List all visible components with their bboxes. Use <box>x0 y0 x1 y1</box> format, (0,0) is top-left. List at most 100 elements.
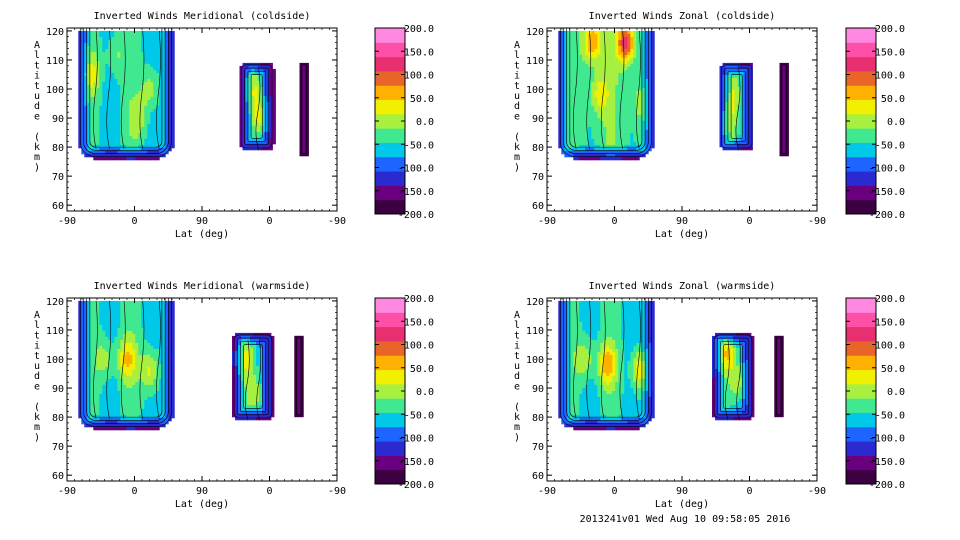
field-cell <box>782 77 786 82</box>
field-cell <box>588 129 592 134</box>
field-cell <box>108 129 112 134</box>
field-cell <box>633 141 637 146</box>
field-cell <box>567 93 571 98</box>
field-cell <box>588 81 592 86</box>
field-cell <box>114 384 118 389</box>
field-cell <box>168 87 172 92</box>
field-cell <box>102 312 106 317</box>
field-cell <box>99 408 103 413</box>
field-cell <box>627 84 631 89</box>
field-cell <box>564 45 568 50</box>
field-cell <box>99 426 103 431</box>
field-cell <box>144 318 148 323</box>
field-cell <box>126 300 130 305</box>
field-cell <box>245 104 249 109</box>
field-cell <box>615 126 619 131</box>
field-cell <box>582 138 586 143</box>
field-cell <box>609 114 613 119</box>
field-cell <box>245 98 249 103</box>
field-cell <box>135 150 139 155</box>
field-cell <box>114 318 118 323</box>
field-cell <box>266 110 270 115</box>
field-cell <box>129 426 133 431</box>
field-cell <box>612 123 616 128</box>
field-cell <box>263 116 267 121</box>
field-cell <box>746 71 750 76</box>
field-cell <box>591 54 595 59</box>
field-cell <box>135 381 139 386</box>
field-cell <box>111 381 115 386</box>
field-cell <box>597 156 601 161</box>
field-cell <box>585 30 589 35</box>
field-cell <box>627 111 631 116</box>
field-cell <box>111 309 115 314</box>
field-cell <box>102 132 106 137</box>
field-cell <box>87 420 91 425</box>
field-cell <box>561 105 565 110</box>
field-cell <box>582 105 586 110</box>
field-cell <box>129 132 133 137</box>
field-cell <box>108 117 112 122</box>
field-cell <box>150 69 154 74</box>
field-cell <box>591 111 595 116</box>
field-cell <box>117 108 121 113</box>
field-cell <box>734 113 738 118</box>
field-cell <box>84 135 88 140</box>
field-cell <box>87 411 91 416</box>
field-cell <box>588 63 592 68</box>
field-cell <box>639 153 643 158</box>
field-cell <box>126 306 130 311</box>
field-cell <box>120 333 124 338</box>
field-cell <box>722 110 726 115</box>
field-cell <box>114 144 118 149</box>
field-cell <box>126 405 130 410</box>
field-cell <box>138 132 142 137</box>
field-cell <box>627 75 631 80</box>
field-cell <box>612 87 616 92</box>
field-cell <box>737 86 741 91</box>
field-cell <box>135 420 139 425</box>
field-cell <box>248 65 252 70</box>
field-cell <box>621 156 625 161</box>
field-cell <box>141 135 145 140</box>
field-cell <box>153 138 157 143</box>
field-cell <box>123 147 127 152</box>
field-cell <box>651 66 655 71</box>
colorbar-swatch <box>846 128 876 143</box>
contour-line <box>241 64 273 149</box>
field-cell <box>171 102 175 107</box>
field-cell <box>141 144 145 149</box>
field-cell <box>126 135 130 140</box>
field-cell <box>105 408 109 413</box>
field-cell <box>117 366 121 371</box>
field-cell <box>567 90 571 95</box>
field-cell <box>87 111 91 116</box>
field-cell <box>594 108 598 113</box>
field-cell <box>135 90 139 95</box>
field-cell <box>651 138 655 143</box>
field-cell <box>90 105 94 110</box>
field-cell <box>579 120 583 125</box>
field-cell <box>725 92 729 97</box>
field-cell <box>630 72 634 77</box>
field-cell <box>573 114 577 119</box>
field-cell <box>591 30 595 35</box>
field-cell <box>141 390 145 395</box>
field-cell <box>129 306 133 311</box>
field-cell <box>105 30 109 35</box>
field-cell <box>639 42 643 47</box>
field-cell <box>782 74 786 79</box>
field-cell <box>612 147 616 152</box>
field-cell <box>597 120 601 125</box>
field-cell <box>168 117 172 122</box>
field-cell <box>87 357 91 362</box>
field-cell <box>162 129 166 134</box>
field-cell <box>138 324 142 329</box>
field-cell <box>105 153 109 158</box>
field-cell <box>576 48 580 53</box>
field-cell <box>132 423 136 428</box>
field-cell <box>302 80 306 85</box>
field-cell <box>749 134 753 139</box>
field-cell <box>651 60 655 65</box>
field-cell <box>126 414 130 419</box>
